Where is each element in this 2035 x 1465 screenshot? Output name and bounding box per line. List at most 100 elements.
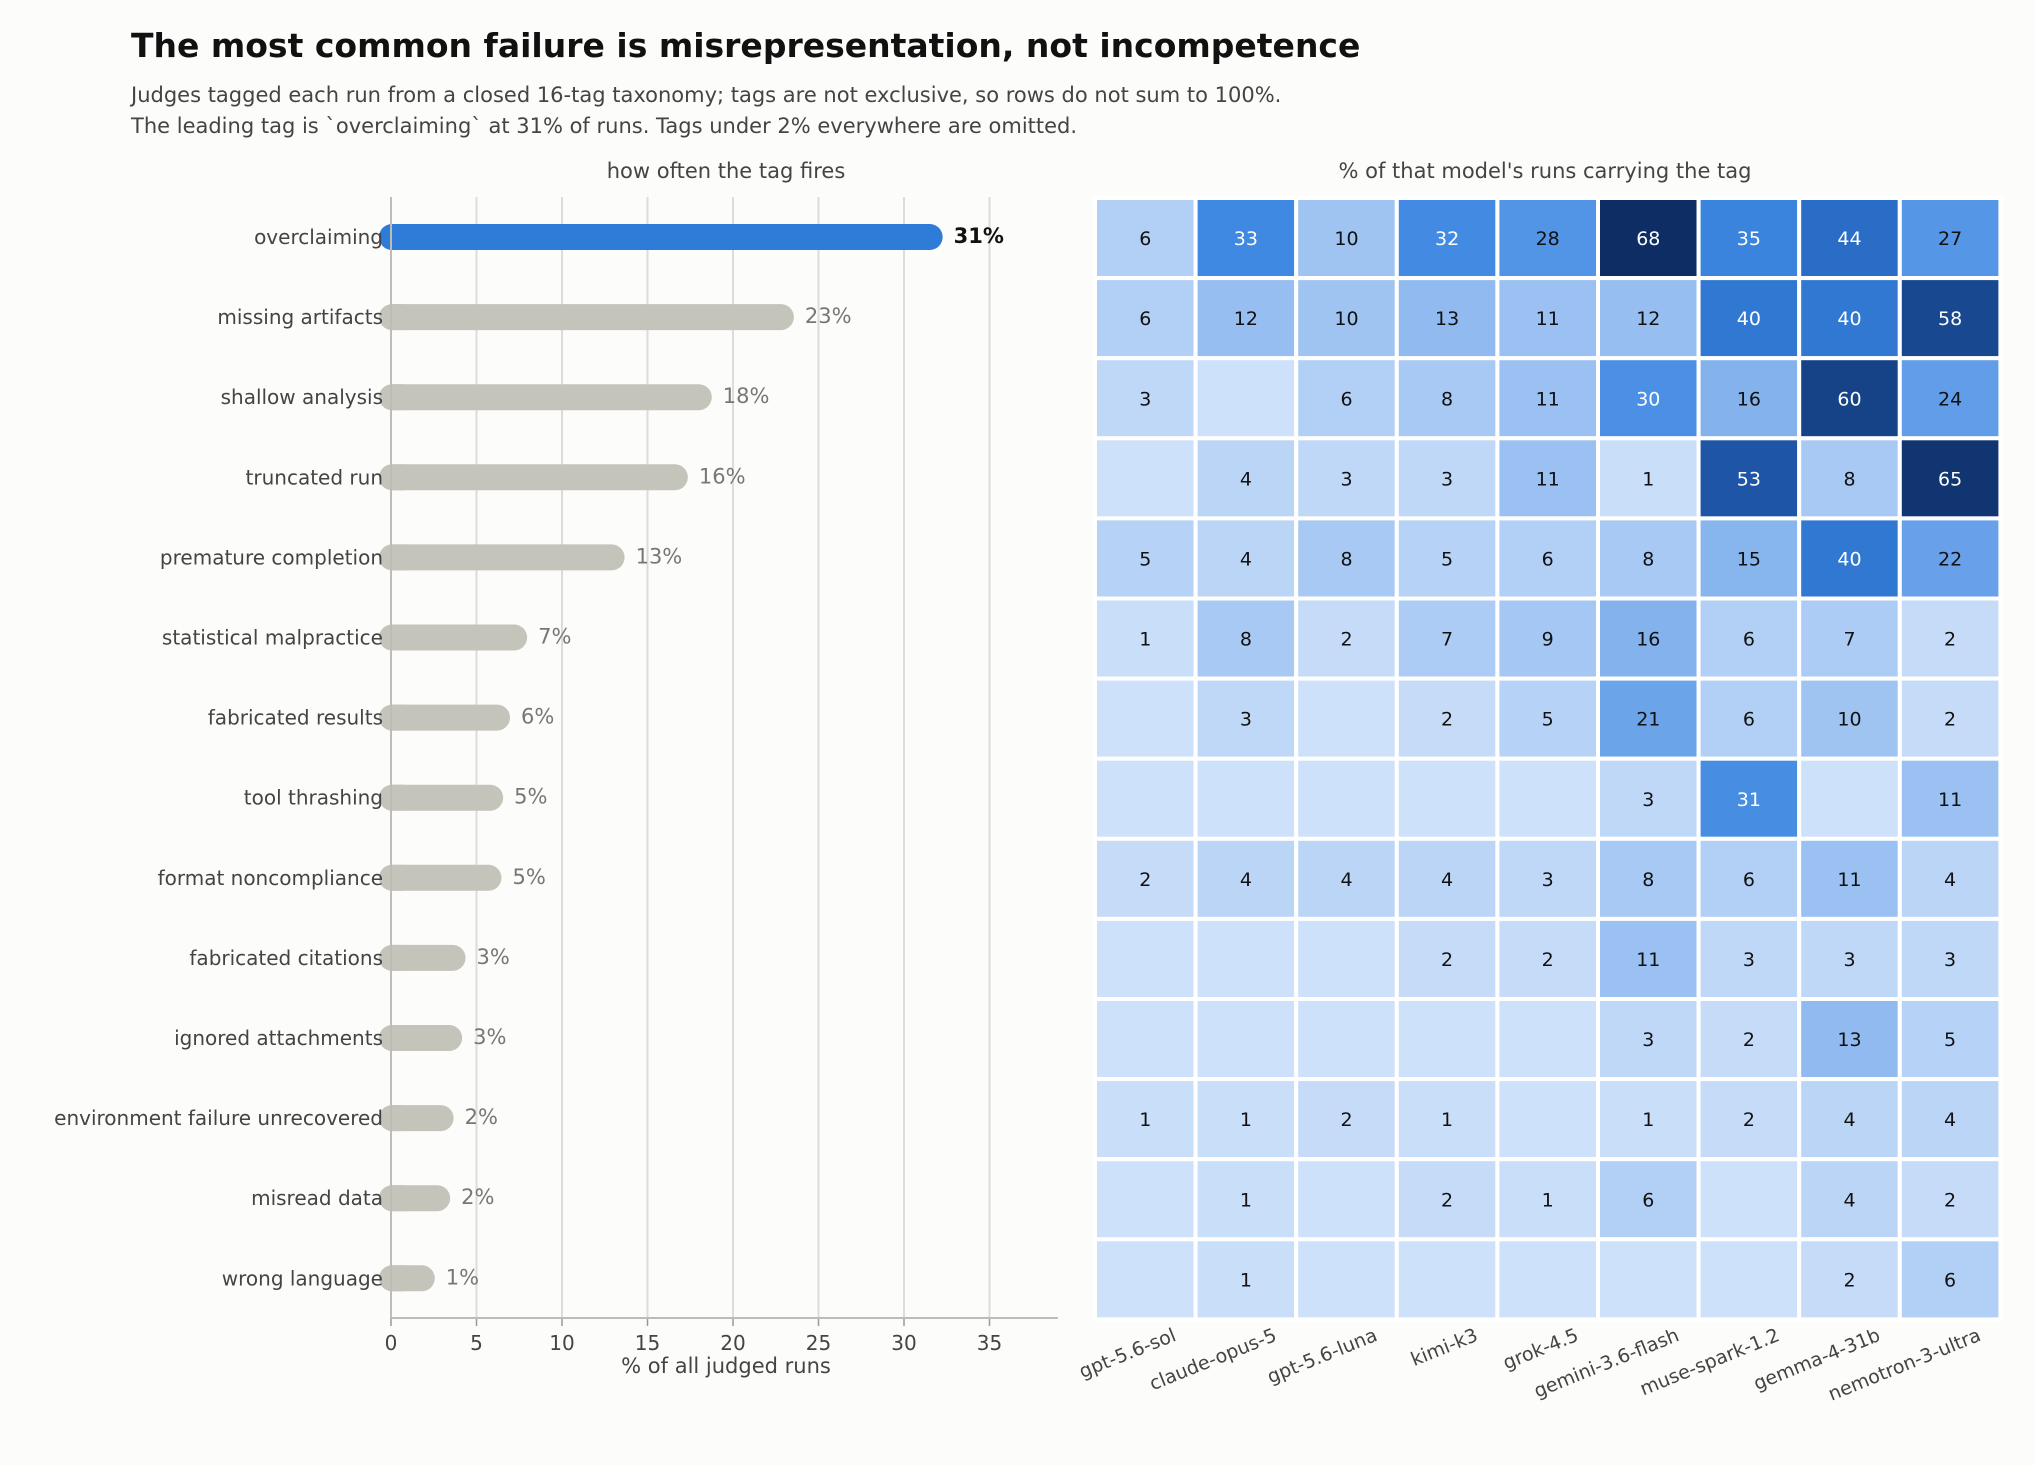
- bar-value-label: 1%: [446, 1265, 479, 1289]
- chart-title: The most common failure is misrepresenta…: [131, 26, 1361, 65]
- heatmap-cell-label: 40: [1737, 308, 1761, 330]
- heatmap-cell: [1093, 596, 1198, 681]
- bar-base: [391, 1025, 405, 1051]
- heatmap-cell: [1696, 1157, 1802, 1242]
- heatmap-cell-label: 7: [1441, 629, 1453, 651]
- heatmap-cell: [1193, 916, 1299, 1002]
- heatmap-cell: [1394, 1077, 1500, 1162]
- heatmap-cell-label: 6: [1139, 308, 1151, 330]
- heatmap-cell-label: 11: [1536, 468, 1560, 490]
- heatmap-cell-label: 4: [1240, 468, 1252, 490]
- heatmap-cell-label: 1: [1240, 1109, 1252, 1131]
- bar-value-label: 3%: [473, 1025, 506, 1049]
- heatmap-cell-label: 1: [1542, 1189, 1554, 1211]
- bar-value-label: 31%: [954, 224, 1004, 248]
- heatmap-cell: [1093, 436, 1198, 521]
- bar-value-label: 18%: [723, 384, 770, 408]
- heatmap-cell: [1596, 356, 1701, 441]
- bar-x-tick-label: 35: [977, 1331, 1002, 1355]
- bar-x-tick-label: 30: [891, 1331, 916, 1355]
- heatmap-cell: [1294, 756, 1399, 841]
- heatmap-cell: [1394, 756, 1500, 841]
- heatmap-cell: [1193, 756, 1299, 841]
- heatmap-cell: [1193, 997, 1299, 1082]
- bar-category-label: fabricated citations: [189, 946, 383, 970]
- heatmap-cell: [1093, 1237, 1198, 1322]
- heatmap-cell-label: 40: [1837, 548, 1861, 570]
- heatmap-cell: [1294, 1157, 1399, 1242]
- heatmap-cell: [1294, 836, 1399, 921]
- heatmap-cell-label: 11: [1536, 388, 1560, 410]
- heatmap-cell-label: 24: [1938, 388, 1962, 410]
- heatmap-cell: [1193, 676, 1299, 761]
- heatmap-cells: 6 33 10 32 28 68 35 44 276 12 10 13 11 12 40 40 583 6 8 11 3…: [1093, 196, 2003, 1322]
- heatmap-cell: [1797, 1157, 1902, 1242]
- heatmap-cell: [1797, 756, 1902, 841]
- bar-panel-title: how often the tag fires: [607, 159, 846, 183]
- heatmap-cell-label: 1: [1139, 629, 1151, 651]
- heatmap-cell: [1897, 836, 2003, 921]
- heatmap-cell: [1797, 516, 1902, 601]
- bar-category-label: overclaiming: [254, 225, 383, 249]
- heatmap-cell-label: 40: [1837, 308, 1861, 330]
- bar-gridlines: [475, 197, 991, 1318]
- bar-category-label: wrong language: [222, 1266, 383, 1290]
- heatmap-cell-label: 8: [1240, 629, 1252, 651]
- bar-base: [391, 304, 405, 331]
- bar-x-tick-label: 25: [806, 1331, 831, 1355]
- heatmap-cell-label: 12: [1636, 308, 1660, 330]
- heatmap-cell-label: 1: [1240, 1269, 1252, 1291]
- heatmap-cell: [1394, 676, 1500, 761]
- heatmap-cell: [1797, 997, 1902, 1082]
- heatmap-cell: [1897, 276, 2003, 361]
- heatmap-cell: [1394, 1237, 1500, 1322]
- heatmap-cell: [1193, 836, 1299, 921]
- bar-category-label: fabricated results: [208, 706, 383, 730]
- bar-base: [391, 784, 405, 811]
- bar-x-tick-label: 5: [470, 1331, 483, 1355]
- heatmap-cell-label: 65: [1938, 468, 1962, 490]
- heatmap-cell: [1495, 1077, 1601, 1162]
- heatmap-cell-label: 2: [1743, 1029, 1755, 1051]
- heatmap-cell-label: 5: [1542, 709, 1554, 731]
- heatmap-cell-label: 10: [1837, 709, 1861, 731]
- bar-category-label: missing artifacts: [217, 305, 383, 329]
- heatmap-cell: [1294, 997, 1399, 1082]
- heatmap-cell-label: 2: [1340, 1109, 1352, 1131]
- heatmap-cell-label: 4: [1340, 869, 1352, 891]
- bar-base: [391, 544, 405, 571]
- heatmap-cell: [1495, 756, 1601, 841]
- heatmap-cell-label: 4: [1843, 1109, 1855, 1131]
- heatmap-cell-label: 3: [1843, 949, 1855, 971]
- heatmap-cell-label: 2: [1340, 629, 1352, 651]
- heatmap-cell-label: 11: [1536, 308, 1560, 330]
- heatmap-cell-label: 1: [1139, 1109, 1151, 1131]
- heatmap-cell-label: 8: [1843, 468, 1855, 490]
- heatmap-cell-label: 4: [1240, 548, 1252, 570]
- heatmap-cell: [1394, 356, 1500, 441]
- heatmap-cell: [1897, 1237, 2003, 1322]
- heatmap-cell-label: 3: [1944, 949, 1956, 971]
- heatmap-cell-label: 5: [1139, 548, 1151, 570]
- bar-category-label: ignored attachments: [174, 1026, 383, 1050]
- bar-category-label: format noncompliance: [158, 866, 383, 890]
- bar-base: [391, 864, 405, 891]
- heatmap-cell-label: 6: [1542, 548, 1554, 570]
- heatmap-cell-label: 13: [1435, 308, 1459, 330]
- bar-category-label: premature completion: [160, 545, 383, 569]
- heatmap-cell-label: 2: [1944, 629, 1956, 651]
- bar-category-label: tool thrashing: [244, 786, 383, 810]
- heatmap-cell-label: 8: [1642, 548, 1654, 570]
- bar-base: [391, 464, 405, 491]
- heatmap-cell-label: 2: [1944, 709, 1956, 731]
- heatmap-cell: [1495, 1237, 1601, 1322]
- heatmap-cell-label: 60: [1837, 388, 1861, 410]
- heatmap-column-label: gpt-5.6-luna: [1264, 1324, 1380, 1388]
- heatmap-cell-label: 3: [1642, 789, 1654, 811]
- bar-base: [391, 224, 405, 250]
- heatmap-cell: [1596, 1237, 1701, 1322]
- bar-base: [391, 384, 405, 411]
- heatmap-panel: % of that model's runs carrying the tag …: [1076, 159, 2003, 1405]
- heatmap-cell: [1897, 756, 2003, 841]
- bar-value-label: 5%: [514, 785, 547, 809]
